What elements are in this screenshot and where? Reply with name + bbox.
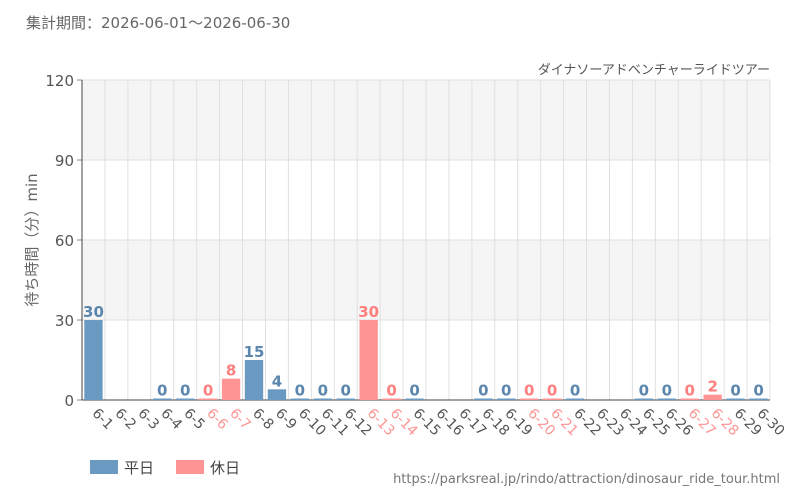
data-label: 0 (295, 382, 305, 400)
data-label: 4 (272, 372, 282, 390)
data-label: 30 (358, 303, 379, 321)
y-axis-label: 待ち時間（分）min (23, 173, 41, 306)
data-label: 8 (226, 362, 236, 380)
y-tick-label: 120 (45, 72, 74, 90)
data-label: 0 (685, 382, 695, 400)
bar (313, 398, 332, 400)
bar (221, 378, 241, 400)
bar (84, 320, 103, 400)
bar (244, 360, 264, 400)
data-label: 0 (570, 382, 580, 400)
bar (726, 398, 745, 400)
bar (198, 398, 218, 400)
data-label: 0 (409, 382, 419, 400)
legend-label-holiday: 休日 (210, 459, 240, 477)
data-label: 0 (386, 382, 396, 400)
bar (474, 398, 493, 400)
x-tick-label: 6-1 (89, 406, 116, 433)
bar (497, 398, 516, 400)
data-label: 0 (203, 382, 213, 400)
data-label: 0 (501, 382, 511, 400)
bar (267, 389, 287, 400)
data-label: 0 (341, 382, 351, 400)
x-tick-label: 6-8 (249, 406, 276, 433)
bar (176, 398, 195, 400)
y-tick-label: 0 (64, 392, 74, 410)
data-label: 0 (180, 382, 190, 400)
x-tick-label: 6-7 (226, 406, 253, 433)
data-label: 0 (478, 382, 488, 400)
legend-swatch-holiday (176, 460, 204, 474)
bar (290, 398, 310, 400)
x-tick-label: 6-4 (157, 406, 185, 434)
data-label: 0 (318, 382, 328, 400)
source-url: https://parksreal.jp/rindo/attraction/di… (393, 472, 780, 487)
data-label: 0 (157, 382, 167, 400)
bar (542, 398, 562, 400)
x-tick-label: 6-9 (272, 406, 299, 433)
data-label: 0 (639, 382, 649, 400)
bar (382, 398, 401, 400)
period-label: 集計期間：2026-06-01～2026-06-30 (26, 14, 291, 32)
bar (703, 394, 722, 400)
bar (359, 320, 378, 400)
legend-swatch-weekday (90, 460, 118, 474)
bar (405, 398, 424, 400)
data-label: 0 (753, 382, 763, 400)
chart-title: ダイナソーアドベンチャーライドツアー (538, 63, 770, 78)
data-label: 0 (547, 382, 557, 400)
x-tick-label: 6-6 (203, 406, 231, 434)
x-tick-label: 6-2 (112, 406, 139, 433)
data-label: 0 (662, 382, 672, 400)
data-label: 30 (83, 303, 104, 321)
bar (749, 398, 768, 400)
x-tick-label: 6-3 (135, 406, 162, 433)
bar (634, 398, 654, 400)
data-label: 2 (707, 378, 717, 396)
data-label: 0 (524, 382, 534, 400)
data-label: 15 (244, 343, 265, 361)
data-label: 0 (730, 382, 740, 400)
bar (153, 398, 172, 400)
y-tick-label: 30 (55, 312, 74, 330)
y-tick-label: 90 (55, 152, 74, 170)
bar (336, 398, 355, 400)
legend-label-weekday: 平日 (124, 459, 154, 477)
bar (657, 398, 676, 400)
bar (520, 398, 539, 400)
bar (565, 398, 585, 400)
bar (680, 398, 699, 400)
y-tick-label: 60 (55, 232, 74, 250)
x-tick-label: 6-5 (180, 406, 207, 433)
